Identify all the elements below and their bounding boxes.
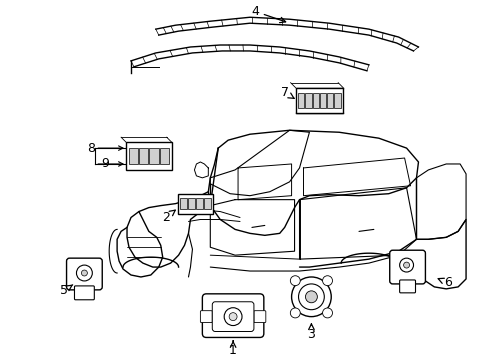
FancyBboxPatch shape <box>212 302 253 332</box>
Circle shape <box>322 308 332 318</box>
Bar <box>312 94 318 108</box>
Circle shape <box>224 308 242 325</box>
FancyBboxPatch shape <box>74 286 94 300</box>
Circle shape <box>229 313 237 321</box>
Text: 5: 5 <box>60 284 73 297</box>
Circle shape <box>76 265 92 281</box>
Circle shape <box>81 270 87 276</box>
Circle shape <box>298 284 324 310</box>
Circle shape <box>290 308 300 318</box>
Text: 1: 1 <box>229 341 237 357</box>
FancyBboxPatch shape <box>253 311 265 323</box>
Circle shape <box>322 276 332 285</box>
Circle shape <box>403 262 409 268</box>
Bar <box>187 198 195 209</box>
Circle shape <box>399 258 413 272</box>
Bar <box>295 87 343 113</box>
Bar <box>128 148 138 164</box>
FancyBboxPatch shape <box>389 250 425 284</box>
Text: 8: 8 <box>87 141 95 154</box>
Bar <box>305 94 311 108</box>
Bar <box>196 198 203 209</box>
Bar <box>319 94 325 108</box>
Text: 3: 3 <box>307 324 315 341</box>
Bar <box>334 94 340 108</box>
Text: 2: 2 <box>162 210 175 224</box>
Bar <box>326 94 333 108</box>
Text: 6: 6 <box>437 276 451 289</box>
FancyBboxPatch shape <box>200 311 212 323</box>
Bar <box>297 94 304 108</box>
Circle shape <box>291 277 330 317</box>
Bar <box>203 198 210 209</box>
FancyBboxPatch shape <box>399 280 415 293</box>
Bar <box>177 194 213 213</box>
Bar <box>160 148 169 164</box>
Bar <box>180 198 186 209</box>
Bar <box>126 142 171 170</box>
FancyBboxPatch shape <box>202 294 264 337</box>
FancyBboxPatch shape <box>66 258 102 290</box>
Circle shape <box>305 291 317 303</box>
Text: 4: 4 <box>250 5 285 23</box>
Text: 7: 7 <box>280 86 294 99</box>
Bar <box>139 148 148 164</box>
Text: 9: 9 <box>101 157 109 171</box>
Bar <box>149 148 159 164</box>
Circle shape <box>290 276 300 285</box>
